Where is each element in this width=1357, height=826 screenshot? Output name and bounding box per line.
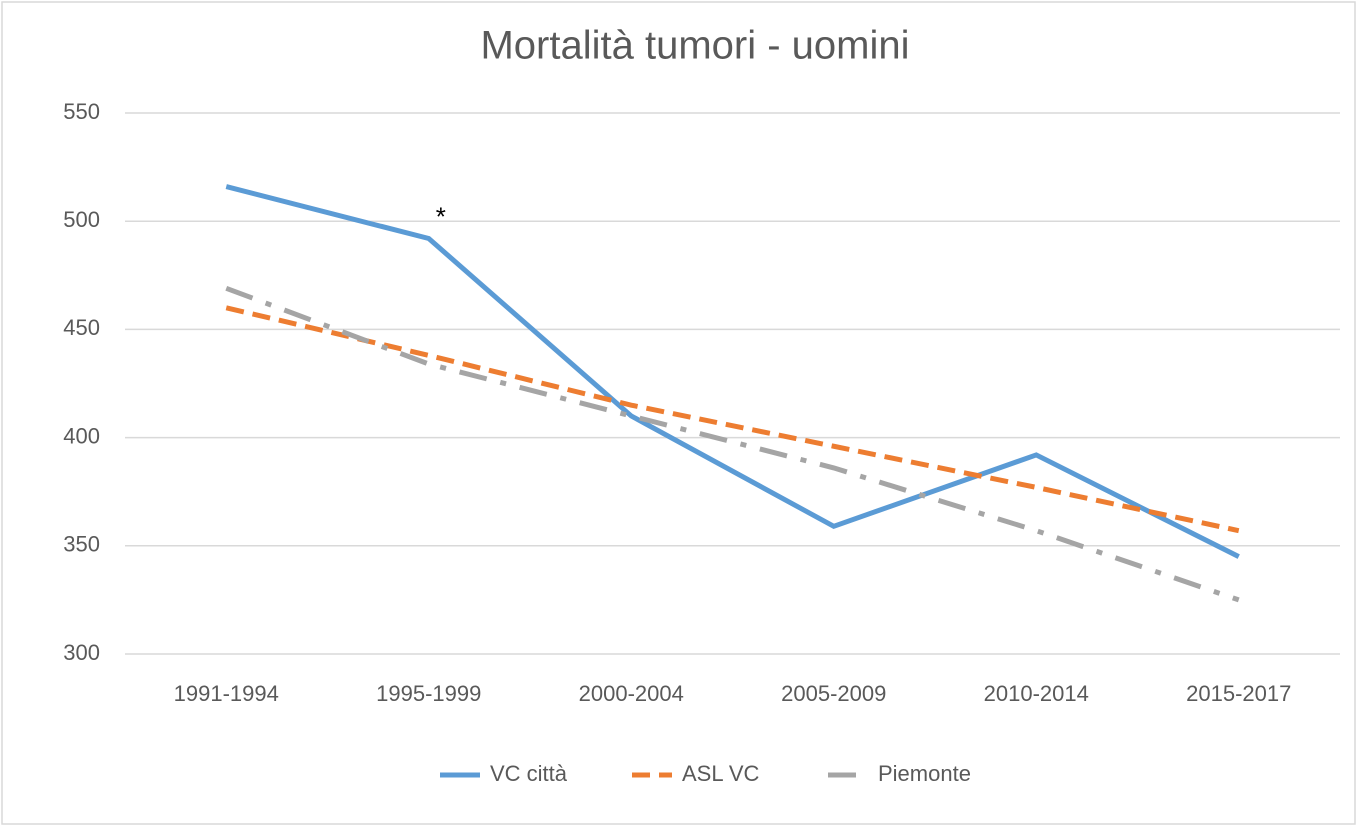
x-tick-label: 1991-1994 xyxy=(174,681,279,706)
y-tick-label: 350 xyxy=(63,532,100,557)
series-line xyxy=(225,305,1240,534)
legend-label: Piemonte xyxy=(878,761,971,786)
y-tick-label: 400 xyxy=(63,423,100,448)
x-tick-label: 2000-2004 xyxy=(579,681,684,706)
annotation: * xyxy=(436,201,446,231)
y-tick-label: 550 xyxy=(63,99,100,124)
x-tick-label: 2005-2009 xyxy=(781,681,886,706)
legend-label: VC città xyxy=(490,761,568,786)
y-tick-label: 500 xyxy=(63,207,100,232)
y-tick-label: 300 xyxy=(63,640,100,665)
series-line xyxy=(225,285,1240,603)
legend-label: ASL VC xyxy=(682,761,760,786)
x-tick-label: 2015-2017 xyxy=(1186,681,1291,706)
series-line xyxy=(225,184,1240,559)
chart-title: Mortalità tumori - uomini xyxy=(480,24,909,68)
x-tick-label: 1995-1999 xyxy=(376,681,481,706)
x-tick-label: 2010-2014 xyxy=(984,681,1089,706)
y-tick-label: 450 xyxy=(63,315,100,340)
